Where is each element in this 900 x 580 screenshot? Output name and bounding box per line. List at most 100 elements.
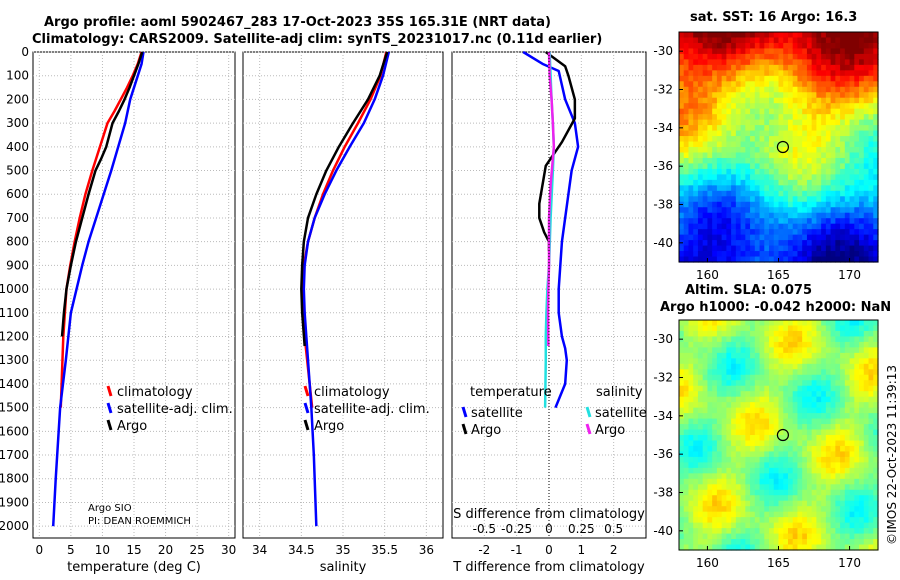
map-cell: [873, 517, 879, 524]
map-cell: [688, 152, 694, 159]
map-cell: [835, 533, 841, 540]
map-cell: [679, 330, 685, 338]
map-cell: [830, 500, 836, 507]
map-cell: [821, 484, 827, 491]
map-cell: [769, 451, 775, 458]
map-cell: [726, 251, 732, 258]
map-cell: [759, 103, 765, 110]
map-cell: [835, 402, 841, 409]
map-cell: [854, 152, 860, 159]
map-cell: [854, 103, 860, 110]
map-cell: [825, 347, 832, 354]
map-cell: [792, 70, 799, 77]
map-cell: [764, 544, 770, 551]
map-cell: [821, 506, 827, 513]
map-cell: [688, 179, 694, 186]
map-cell: [797, 157, 803, 165]
map-cell: [806, 190, 813, 197]
map-cell: [859, 86, 865, 93]
map-cell: [868, 511, 874, 518]
map-cell: [840, 125, 846, 132]
map-cell: [778, 413, 784, 420]
map-cell: [726, 385, 732, 392]
map-cell: [679, 218, 685, 225]
map-cell: [745, 174, 751, 181]
map-cell: [745, 489, 751, 496]
map-cell: [712, 125, 718, 132]
map-cell: [811, 223, 818, 230]
map-cell: [773, 48, 780, 55]
map-cell: [854, 341, 860, 348]
map-x-tick-label: 160: [696, 268, 719, 282]
map-cell: [759, 429, 765, 436]
map-cell: [721, 330, 727, 338]
map-cell: [863, 451, 870, 458]
map-cell: [693, 81, 699, 88]
map-cell: [731, 429, 737, 436]
map-cell: [754, 32, 761, 39]
map-cell: [683, 81, 690, 88]
map-cell: [868, 369, 874, 376]
map-cell: [868, 245, 874, 252]
map-cell: [821, 517, 827, 524]
map-cell: [835, 478, 841, 485]
map-cell: [716, 245, 723, 252]
map-cell: [740, 59, 746, 66]
map-cell: [778, 218, 784, 225]
map-cell: [688, 369, 694, 376]
map-cell: [811, 48, 818, 55]
map-cell: [745, 352, 751, 359]
map-cell: [797, 190, 803, 197]
map-cell: [716, 429, 723, 436]
map-cell: [735, 245, 742, 252]
map-cell: [863, 147, 870, 154]
map-cell: [688, 75, 694, 82]
map-cell: [740, 141, 746, 148]
map-cell: [754, 385, 761, 392]
map-cell: [769, 456, 775, 463]
map-cell: [745, 42, 751, 50]
map-cell: [868, 251, 874, 258]
map-cell: [792, 223, 799, 230]
map-cell: [707, 108, 713, 115]
map-cell: [783, 445, 789, 453]
map-cell: [740, 223, 746, 230]
map-cell: [712, 413, 718, 420]
map-cell: [840, 347, 846, 354]
map-cell: [735, 391, 742, 398]
map-cell: [707, 59, 713, 66]
map-cell: [811, 336, 818, 343]
map-cell: [697, 75, 704, 82]
map-cell: [787, 64, 794, 71]
map-cell: [769, 147, 775, 154]
map-cell: [731, 478, 737, 485]
map-cell: [769, 81, 775, 88]
map-cell: [825, 196, 832, 203]
map-cell: [683, 511, 690, 518]
map-cell: [750, 347, 756, 354]
map-cell: [754, 402, 761, 409]
map-cell: [740, 201, 746, 208]
map-cell: [868, 81, 874, 88]
map-cell: [783, 330, 789, 338]
map-cell: [688, 251, 694, 258]
map-cell: [750, 86, 756, 93]
map-cell: [745, 407, 751, 414]
map-cell: [868, 119, 874, 126]
y-tick-label: 300: [6, 116, 29, 130]
map-cell: [731, 201, 737, 208]
map-cell: [783, 256, 789, 263]
map-cell: [854, 174, 860, 181]
map-cell: [721, 108, 727, 115]
map-cell: [773, 528, 780, 535]
map-cell: [835, 369, 841, 376]
map-cell: [830, 544, 836, 551]
map-cell: [745, 467, 751, 474]
map-cell: [854, 330, 860, 338]
map-cell: [688, 380, 694, 387]
map-cell: [849, 544, 855, 551]
map-cell: [773, 92, 780, 99]
map-cell: [735, 445, 742, 453]
map-cell: [825, 539, 832, 546]
map-cell: [773, 185, 780, 192]
